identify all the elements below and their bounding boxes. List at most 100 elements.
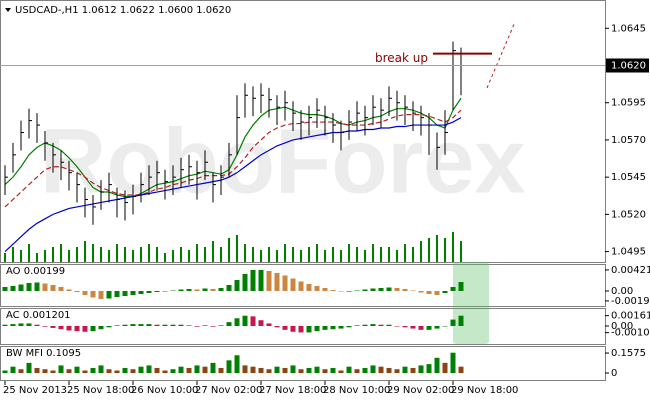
moving-average xyxy=(4,109,462,208)
histogram-bar xyxy=(234,318,240,326)
histogram-bar xyxy=(178,366,184,374)
panel-title: AO 0.00199 xyxy=(6,266,65,277)
y-tick-label: 0.00 xyxy=(611,286,633,297)
histogram-bar xyxy=(34,324,40,326)
histogram-bar xyxy=(26,323,32,326)
volume-bar xyxy=(460,241,462,262)
histogram-bar xyxy=(434,291,440,295)
y-tick-label: 1.0570 xyxy=(611,135,646,146)
menu-triangle xyxy=(5,8,11,12)
histogram-bar xyxy=(106,326,112,328)
histogram-bar xyxy=(394,369,400,374)
histogram-bar xyxy=(434,357,440,374)
histogram-bar xyxy=(90,326,96,332)
histogram-bar xyxy=(74,291,80,292)
panel-title: BW MFI 0.1095 xyxy=(6,348,81,359)
volume-bar xyxy=(36,253,38,262)
histogram-bar xyxy=(106,369,112,374)
histogram-bar xyxy=(250,316,256,326)
histogram-bar xyxy=(418,326,424,330)
volume-bar xyxy=(164,253,166,262)
histogram-bar xyxy=(418,291,424,293)
histogram-bar xyxy=(2,370,8,374)
histogram-bar xyxy=(194,365,200,374)
histogram-bar xyxy=(378,288,384,291)
volume-bar xyxy=(244,244,246,262)
volume-bar xyxy=(124,247,126,262)
histogram-bar xyxy=(394,288,400,291)
volume-bar xyxy=(356,247,358,262)
histogram-bar xyxy=(442,362,448,374)
histogram-bar xyxy=(426,364,432,374)
histogram-bar xyxy=(378,324,384,326)
volume-bar xyxy=(388,247,390,262)
histogram-bar xyxy=(442,291,448,293)
histogram-bar xyxy=(386,287,392,291)
volume-bar xyxy=(348,244,350,262)
highlight-box xyxy=(453,262,489,344)
histogram-bar xyxy=(2,287,8,291)
histogram-bar xyxy=(58,365,64,374)
histogram-bar xyxy=(74,326,80,332)
histogram-bar xyxy=(210,326,216,327)
panel-title: AC 0.001201 xyxy=(6,310,71,321)
histogram-bar xyxy=(122,367,128,374)
histogram-bar xyxy=(82,291,88,295)
volume-bar xyxy=(340,250,342,262)
histogram-bar xyxy=(354,325,360,326)
histogram-bar xyxy=(10,286,16,291)
histogram-bar xyxy=(322,288,328,291)
volume-bar xyxy=(4,253,6,262)
histogram-bar xyxy=(146,291,152,293)
volume-bar xyxy=(108,250,110,262)
volume-bar xyxy=(380,247,382,262)
histogram-bar xyxy=(282,326,288,330)
histogram-bar xyxy=(18,369,24,374)
histogram-bar xyxy=(386,367,392,374)
histogram-bar xyxy=(458,315,464,326)
histogram-bar xyxy=(98,291,104,299)
histogram-bar xyxy=(362,367,368,374)
histogram-bar xyxy=(458,366,464,374)
histogram-bar xyxy=(122,324,128,326)
histogram-bar xyxy=(274,366,280,374)
histogram-bar xyxy=(202,325,208,326)
volume-bar xyxy=(92,244,94,262)
x-tick-label: 25 Nov 2013 xyxy=(3,385,67,396)
histogram-bar xyxy=(18,323,24,326)
volume-bar xyxy=(396,250,398,262)
histogram-bar xyxy=(298,326,304,333)
histogram-bar xyxy=(26,362,32,374)
histogram-bar xyxy=(298,369,304,374)
mfi-panel xyxy=(0,346,606,381)
volume-bar xyxy=(436,235,438,262)
y-tick-label: 0.001612 xyxy=(611,311,650,322)
histogram-bar xyxy=(450,319,456,326)
histogram-bar xyxy=(242,365,248,374)
histogram-bar xyxy=(234,355,240,374)
histogram-bar xyxy=(434,326,440,329)
histogram-bar xyxy=(10,324,16,326)
histogram-bar xyxy=(282,275,288,291)
histogram-bar xyxy=(306,284,312,291)
volume-bar xyxy=(364,250,366,262)
x-tick-label: 28 Nov 10:00 xyxy=(323,385,390,396)
histogram-bar xyxy=(194,289,200,291)
histogram-bar xyxy=(162,324,168,326)
histogram-bar xyxy=(330,367,336,374)
histogram-bar xyxy=(170,290,176,291)
volume-bar xyxy=(292,247,294,262)
volume-bar xyxy=(140,247,142,262)
volume-bar xyxy=(452,232,454,262)
histogram-bar xyxy=(130,324,136,326)
histogram-bar xyxy=(354,369,360,374)
volume-bar xyxy=(276,250,278,262)
y-tick-label: 0.00 xyxy=(611,321,633,332)
histogram-bar xyxy=(122,291,128,296)
histogram-bar xyxy=(410,367,416,374)
histogram-bar xyxy=(362,324,368,326)
chart-title: USDCAD-,H1 1.0612 1.0622 1.0600 1.0620 xyxy=(15,5,231,16)
histogram-bar xyxy=(202,366,208,374)
volume-bar xyxy=(228,238,230,262)
